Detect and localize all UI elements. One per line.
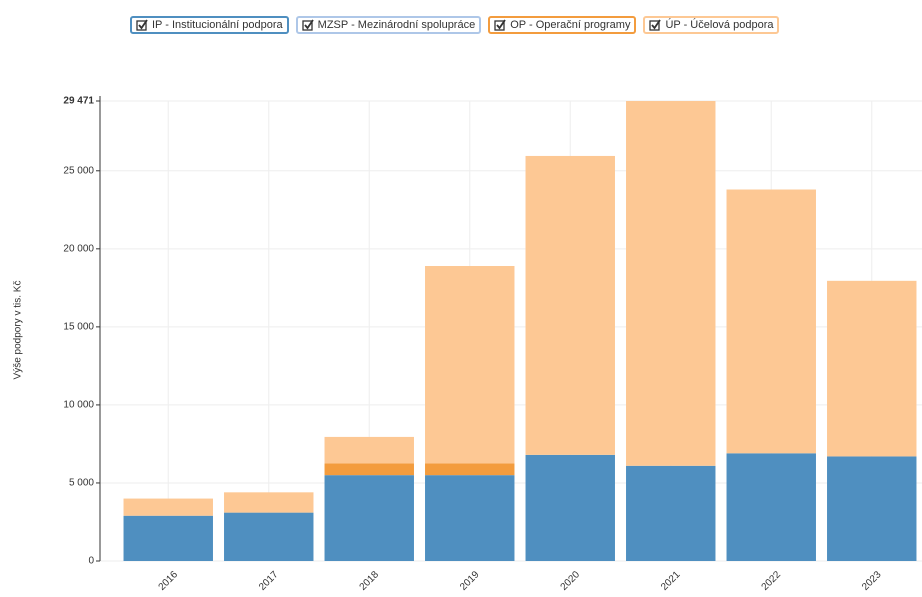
y-axis-label: Výše podpory v tis. Kč bbox=[13, 281, 24, 380]
x-tick-label: 2017 bbox=[257, 569, 281, 593]
bar-segment bbox=[726, 189, 816, 454]
legend-item[interactable]: IP - Institucionální podpora bbox=[130, 16, 289, 34]
legend-label: MZSP - Mezinárodní spolupráce bbox=[317, 19, 476, 31]
checkbox[interactable] bbox=[136, 19, 148, 31]
y-tick-label: 25 000 bbox=[63, 165, 94, 176]
checkbox[interactable] bbox=[302, 19, 314, 31]
legend: IP - Institucionální podpora MZSP - Mezin… bbox=[130, 16, 780, 34]
y-tick-label: 10 000 bbox=[63, 400, 94, 411]
legend-item[interactable]: OP - Operační programy bbox=[488, 16, 637, 34]
bar-segment bbox=[224, 512, 314, 561]
bar-segment bbox=[425, 265, 515, 464]
x-tick-label: 2022 bbox=[760, 569, 784, 593]
y-tick-label: 0 bbox=[88, 556, 94, 567]
bar-segment bbox=[626, 101, 716, 466]
y-tick-label: 20 000 bbox=[63, 243, 94, 254]
bar-segment bbox=[425, 475, 515, 561]
bar-segment bbox=[827, 280, 917, 457]
x-tick-label: 2020 bbox=[559, 569, 583, 593]
x-tick-label: 2018 bbox=[358, 569, 382, 593]
checkbox[interactable] bbox=[494, 19, 506, 31]
x-tick-label: 2021 bbox=[659, 569, 683, 593]
bar-segment bbox=[626, 465, 716, 561]
x-tick-label: 2016 bbox=[157, 569, 181, 593]
legend-label: OP - Operační programy bbox=[510, 19, 631, 31]
legend-label: IP - Institucionální podpora bbox=[152, 19, 283, 31]
bar-segment bbox=[726, 453, 816, 561]
bar-segment bbox=[324, 436, 414, 464]
bar-segment bbox=[425, 463, 515, 476]
y-tick-label: 15 000 bbox=[63, 322, 94, 333]
legend-item[interactable]: ÚP - Účelová podpora bbox=[643, 16, 780, 34]
x-tick-label: 2023 bbox=[860, 569, 884, 593]
legend-label: ÚP - Účelová podpora bbox=[665, 19, 774, 31]
bar-segment bbox=[123, 515, 213, 561]
y-tick-label: 5 000 bbox=[69, 478, 94, 489]
bar-segment bbox=[525, 155, 615, 455]
y-tick-label: 29 471 bbox=[63, 96, 94, 107]
checkbox[interactable] bbox=[649, 19, 662, 31]
bar-segment bbox=[224, 492, 314, 513]
bar-segment bbox=[324, 463, 414, 476]
legend-item[interactable]: MZSP - Mezinárodní spolupráce bbox=[295, 16, 482, 34]
bar-segment bbox=[123, 498, 213, 516]
bar-segment bbox=[525, 454, 615, 561]
bar-segment bbox=[827, 456, 917, 561]
x-tick-label: 2019 bbox=[458, 569, 482, 593]
bar-segment bbox=[324, 475, 414, 561]
